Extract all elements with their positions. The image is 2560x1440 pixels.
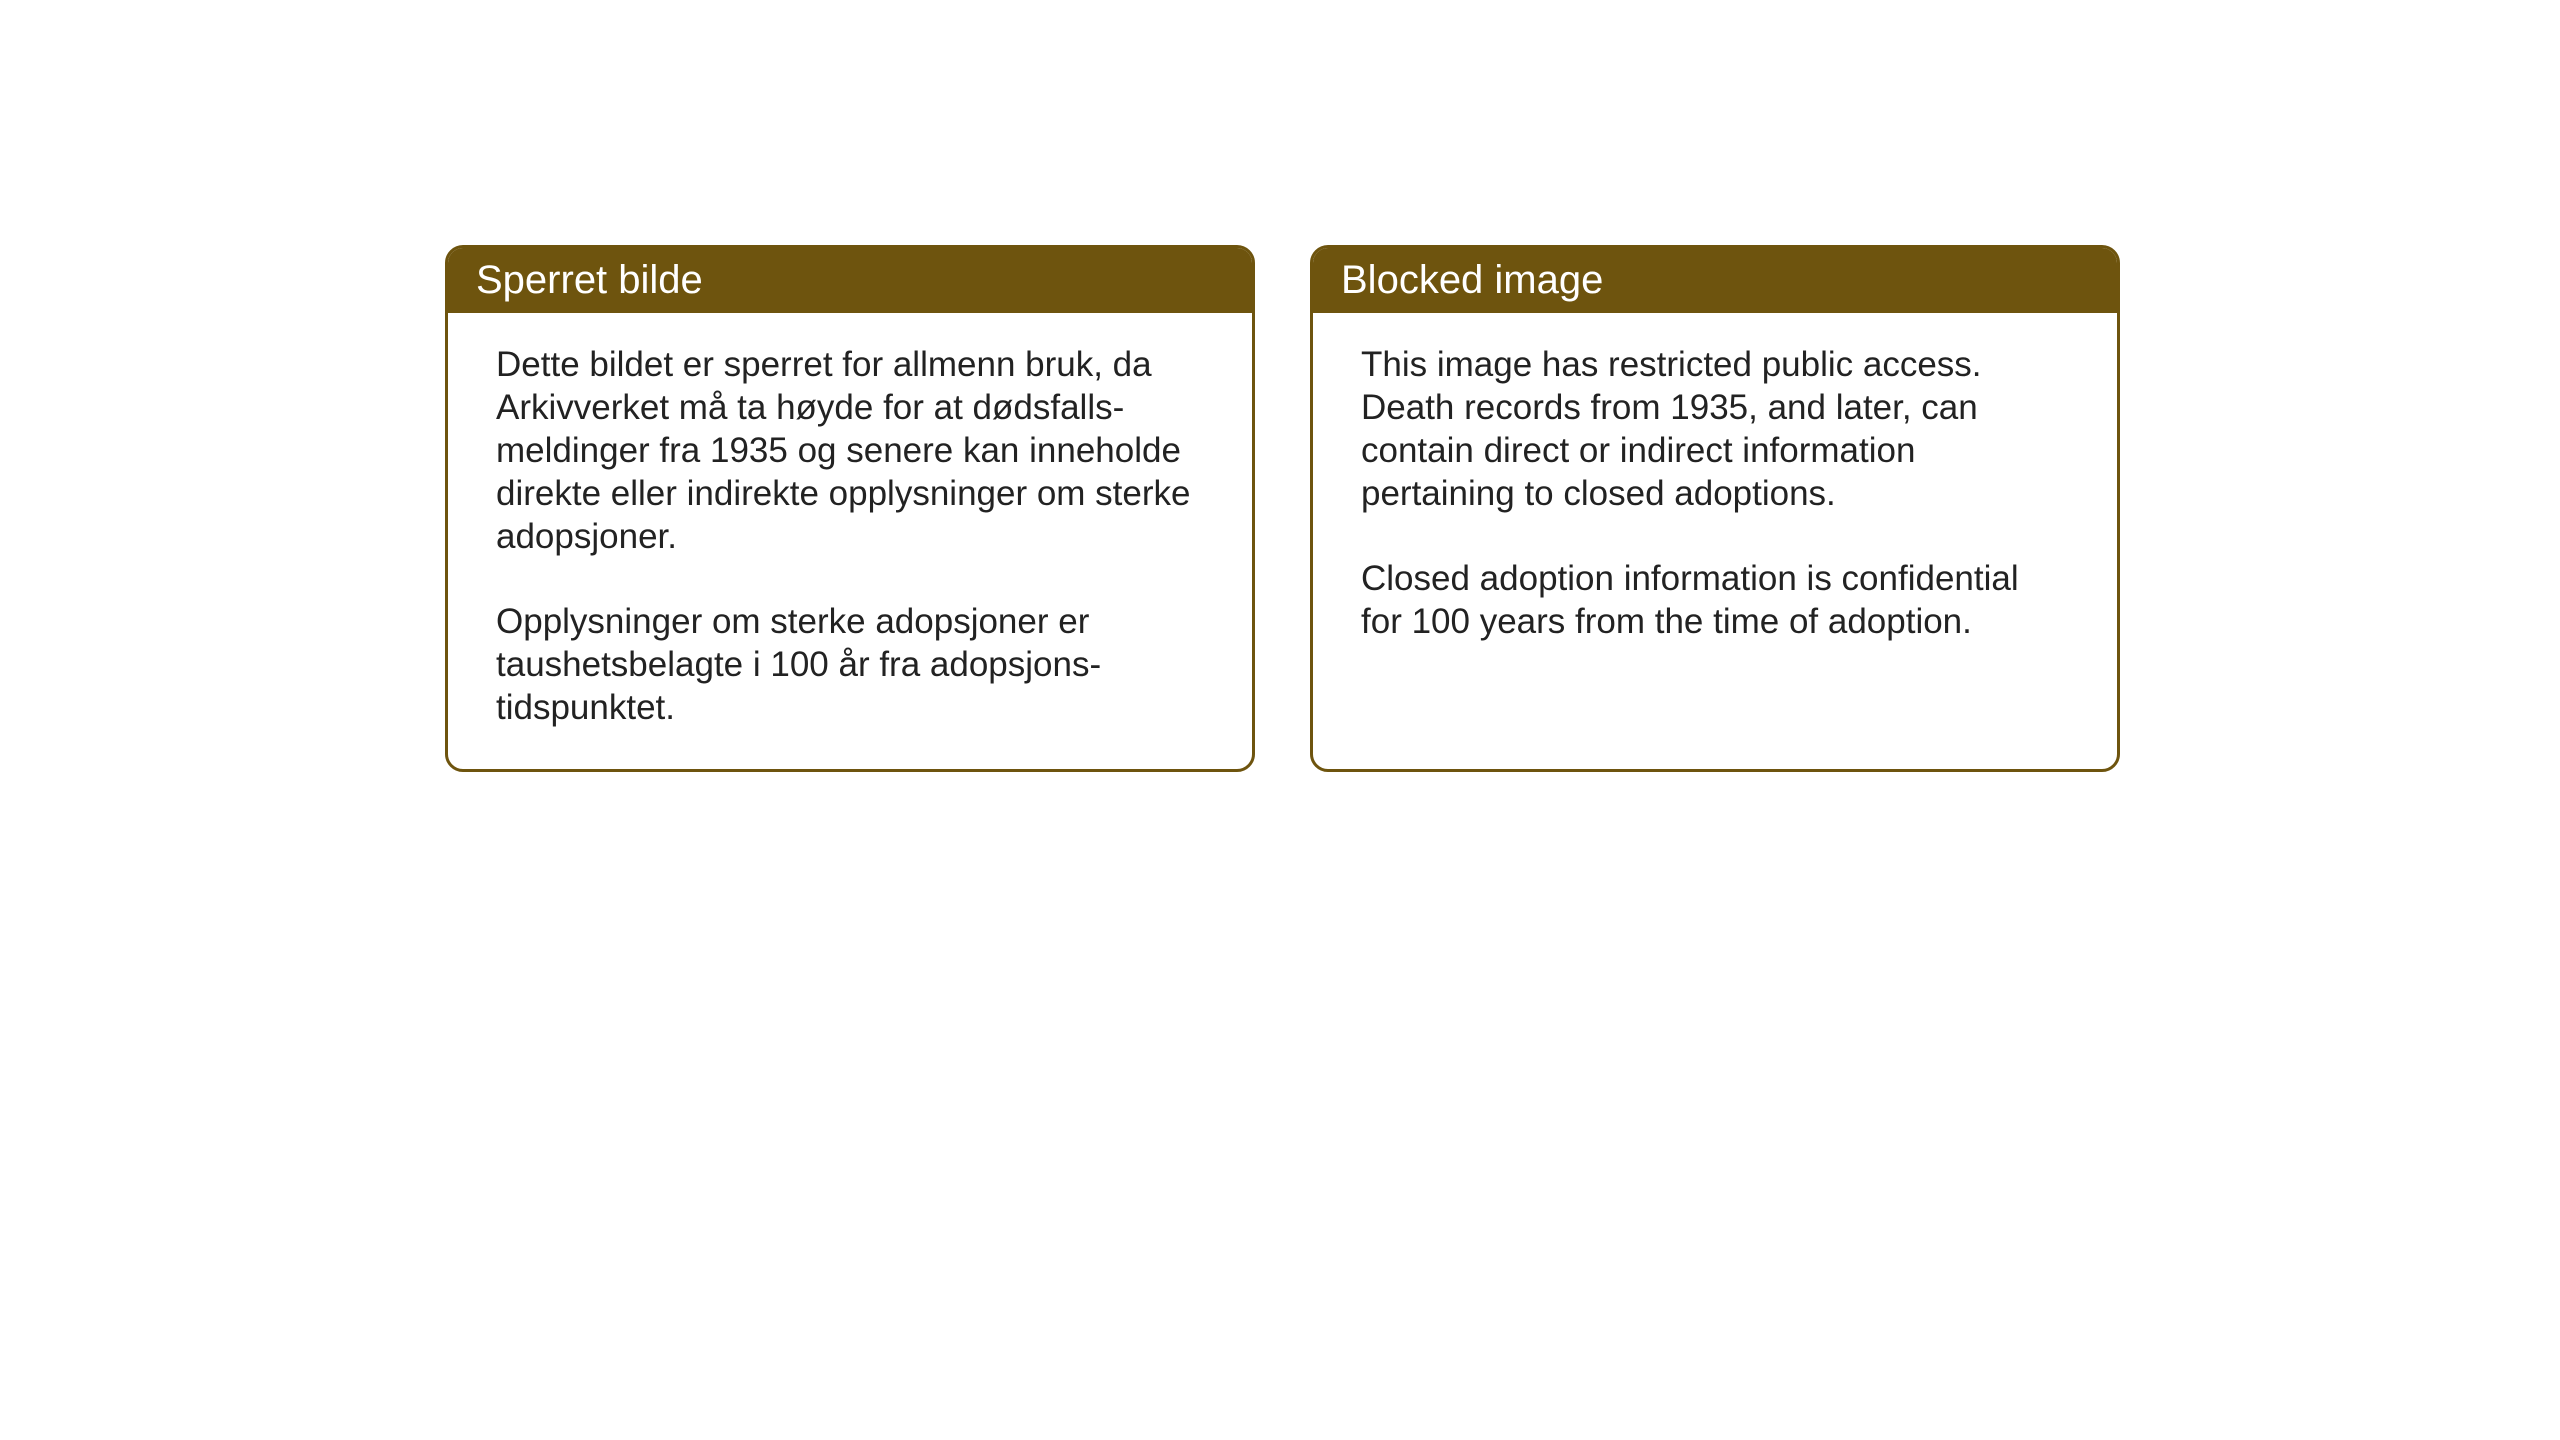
notice-body-english: This image has restricted public access.… — [1313, 313, 2117, 758]
notice-paragraph-1-no: Dette bildet er sperret for allmenn bruk… — [496, 343, 1204, 558]
notice-card-english: Blocked image This image has restricted … — [1310, 245, 2120, 772]
notice-header-norwegian: Sperret bilde — [448, 248, 1252, 313]
notice-card-norwegian: Sperret bilde Dette bildet er sperret fo… — [445, 245, 1255, 772]
notice-header-english: Blocked image — [1313, 248, 2117, 313]
notice-body-norwegian: Dette bildet er sperret for allmenn bruk… — [448, 313, 1252, 769]
notice-cards-container: Sperret bilde Dette bildet er sperret fo… — [445, 245, 2120, 772]
notice-paragraph-2-no: Opplysninger om sterke adopsjoner er tau… — [496, 600, 1204, 729]
notice-paragraph-2-en: Closed adoption information is confident… — [1361, 557, 2069, 643]
notice-paragraph-1-en: This image has restricted public access.… — [1361, 343, 2069, 515]
